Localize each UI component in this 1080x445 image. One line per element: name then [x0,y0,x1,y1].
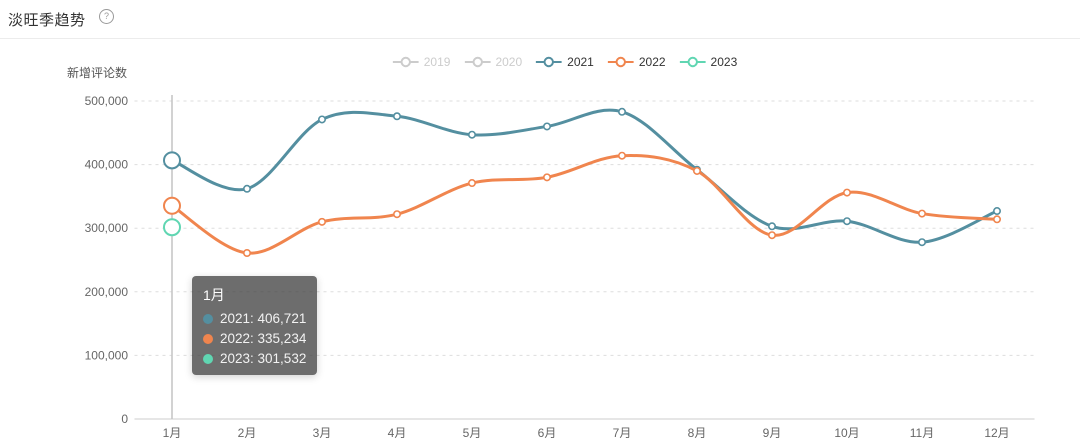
y-tick-label: 400,000 [85,158,129,172]
legend-line-marker-icon [536,56,563,68]
data-point-2022[interactable] [542,173,551,182]
y-axis-name: 新增评论数 [67,66,128,80]
data-point-2022[interactable] [842,188,851,197]
data-point-2022[interactable] [617,151,626,160]
x-tick-label: 6月 [538,426,557,440]
highlight-point-2022[interactable] [163,196,181,215]
data-point-2022[interactable] [243,249,252,258]
x-tick-label: 11月 [910,426,934,440]
legend-label: 2021 [567,55,594,69]
data-point-2021[interactable] [542,122,551,131]
legend-line-marker-icon [607,56,634,68]
legend-marker-circle [687,56,698,68]
x-tick-label: 7月 [613,426,632,440]
y-tick-label: 100,000 [85,348,129,362]
data-point-2022[interactable] [992,215,1001,224]
x-tick-label: 4月 [388,426,407,440]
legend-label: 2023 [710,55,738,69]
data-point-2021[interactable] [992,207,1001,216]
legend-label: 2020 [495,55,523,69]
legend-item-2022[interactable]: 2022 [607,55,666,69]
legend-label: 2019 [423,55,451,69]
legend-item-2021[interactable]: 2021 [536,55,594,69]
legend-line-marker-icon [679,56,706,68]
legend-marker-circle [615,56,627,68]
x-tick-label: 12月 [984,426,1009,440]
data-point-2022[interactable] [767,231,776,240]
legend-item-2020[interactable]: 2020 [464,55,522,69]
help-icon[interactable]: ? [99,9,114,24]
data-point-2021[interactable] [243,184,252,193]
legend-line-marker-icon [464,56,491,68]
data-point-2021[interactable] [617,107,626,116]
x-tick-label: 9月 [763,426,782,440]
data-point-2022[interactable] [467,179,476,188]
data-point-2021[interactable] [317,115,326,124]
data-point-2021[interactable] [842,217,851,226]
data-point-2021[interactable] [392,112,401,121]
x-tick-label: 2月 [238,426,257,440]
page-title: 淡旺季趋势 [8,12,86,29]
data-point-2022[interactable] [317,217,326,226]
x-tick-label: 3月 [313,426,332,440]
highlight-point-2023[interactable] [163,218,181,237]
legend-label: 2022 [638,55,666,69]
data-point-2021[interactable] [767,222,776,231]
x-tick-label: 5月 [463,426,482,440]
series-line-2021 [170,108,999,244]
data-point-2022[interactable] [692,166,701,175]
highlight-point-2021[interactable] [163,151,181,170]
x-tick-label: 8月 [688,426,707,440]
data-point-2021[interactable] [467,130,476,139]
header-divider [0,38,1080,39]
trend-line-chart[interactable]: 0 100,000 200,000 300,000 400,000 500,000 1月 2月… [0,38,1080,445]
y-tick-label: 0 [121,412,128,426]
legend-line-marker-icon [392,56,419,68]
legend-marker-circle [400,56,411,68]
data-point-2022[interactable] [917,209,926,218]
x-tick-label: 1月 [163,426,182,440]
chart-legend: 2019 2020 2021 2022 2023 [392,55,738,69]
y-tick-label: 300,000 [85,221,129,235]
legend-item-2023[interactable]: 2023 [679,55,738,69]
y-tick-label: 200,000 [85,285,129,299]
legend-marker-circle [472,56,483,68]
series-line-2022 [170,154,999,255]
data-point-2022[interactable] [392,210,401,219]
y-tick-label: 500,000 [85,94,129,108]
legend-item-2019[interactable]: 2019 [392,55,451,69]
legend-marker-circle [543,56,555,68]
card-header: 淡旺季趋势 ? [0,0,1080,39]
data-point-2021[interactable] [917,238,926,247]
x-tick-label: 10月 [834,426,859,440]
